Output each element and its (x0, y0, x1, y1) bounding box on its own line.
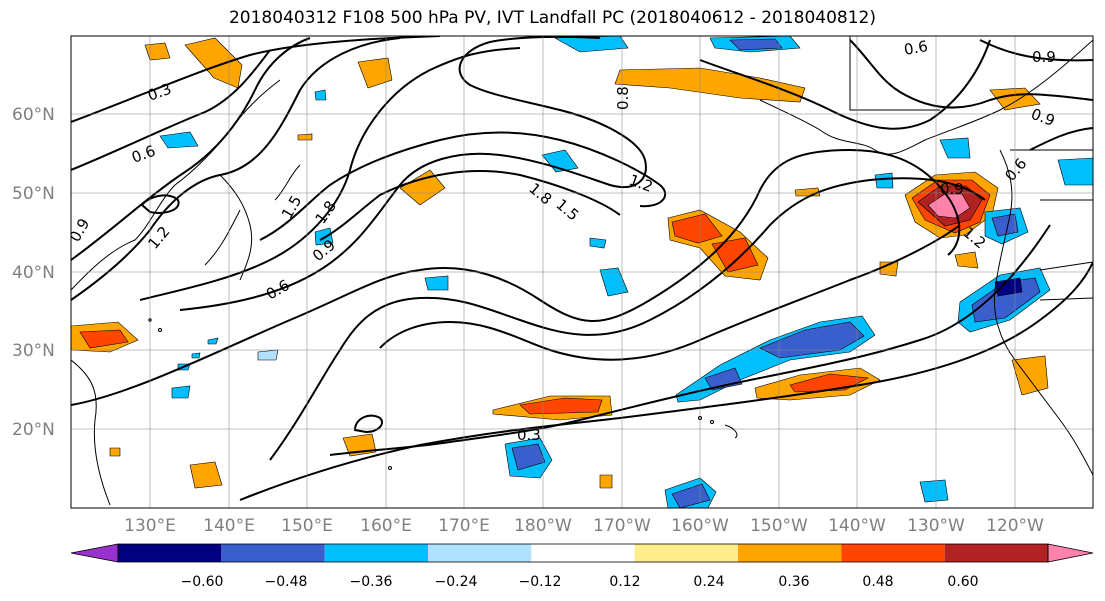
svg-text:140°E: 140°E (203, 516, 255, 536)
svg-text:170°W: 170°W (593, 516, 651, 536)
colorbar-segment (634, 544, 738, 562)
svg-text:0.36: 0.36 (778, 574, 809, 590)
svg-text:30°N: 30°N (12, 341, 55, 361)
colorbar-segment (531, 544, 635, 562)
colorbar-segment (118, 544, 222, 562)
colorbar-segment (221, 544, 325, 562)
colorbar-segment (944, 544, 1048, 562)
svg-text:180°W: 180°W (514, 516, 572, 536)
colorbar-frame (117, 543, 1049, 563)
svg-text:40°N: 40°N (12, 263, 55, 283)
svg-text:120°W: 120°W (986, 516, 1044, 536)
colorbar-segment (324, 544, 428, 562)
lat-lon-grid (71, 36, 1093, 508)
svg-text:20°N: 20°N (12, 420, 55, 440)
svg-text:150°E: 150°E (281, 516, 333, 536)
svg-text:0.8: 0.8 (614, 86, 632, 110)
svg-text:50°N: 50°N (12, 184, 55, 204)
svg-text:0.24: 0.24 (693, 574, 724, 590)
colorbar-labels: −0.60 −0.48 −0.36 −0.24 −0.12 0.12 0.24 … (181, 574, 979, 590)
longitude-labels: 130°E 140°E 150°E 160°E 170°E 180°W 170°… (124, 516, 1044, 536)
svg-text:0.9: 0.9 (940, 180, 964, 198)
svg-text:0.3: 0.3 (517, 426, 541, 444)
svg-text:−0.24: −0.24 (435, 574, 478, 590)
svg-text:−0.48: −0.48 (265, 574, 308, 590)
colorbar-segment (428, 544, 532, 562)
colorbar-extend-low (70, 543, 119, 563)
latitude-labels: 60°N 50°N 40°N 30°N 20°N (12, 105, 55, 440)
svg-text:−0.12: −0.12 (519, 574, 562, 590)
svg-text:0.6: 0.6 (903, 37, 930, 59)
svg-text:0.48: 0.48 (862, 574, 893, 590)
svg-text:160°W: 160°W (671, 516, 729, 536)
svg-text:170°E: 170°E (438, 516, 490, 536)
svg-text:150°W: 150°W (750, 516, 808, 536)
svg-text:−0.60: −0.60 (181, 574, 224, 590)
svg-text:−0.36: −0.36 (350, 574, 393, 590)
svg-text:130°E: 130°E (124, 516, 176, 536)
svg-text:60°N: 60°N (12, 105, 55, 125)
colorbar-segment (841, 544, 945, 562)
map-title: 2018040312 F108 500 hPa PV, IVT Landfall… (228, 8, 876, 28)
svg-text:0.60: 0.60 (947, 574, 978, 590)
map-frame (70, 35, 1094, 509)
svg-text:0.9: 0.9 (1032, 48, 1056, 66)
svg-text:140°W: 140°W (828, 516, 886, 536)
svg-text:160°E: 160°E (360, 516, 412, 536)
colorbar-extend-high (1047, 543, 1094, 563)
islands (148, 318, 738, 470)
svg-text:130°W: 130°W (907, 516, 965, 536)
coastlines (71, 36, 1093, 506)
colorbar (70, 543, 1094, 563)
colorbar-segment (738, 544, 842, 562)
shaded-anomalies (71, 36, 1093, 508)
svg-text:0.12: 0.12 (609, 574, 640, 590)
